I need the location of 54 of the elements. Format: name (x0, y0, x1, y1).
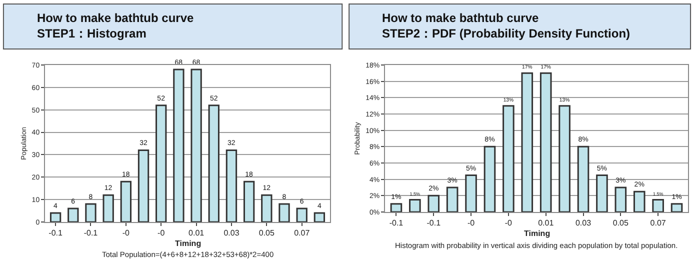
chart-subtitle: STEP1：Histogram (37, 26, 146, 41)
bar (670, 203, 683, 212)
x-tick-label: 0.01 (188, 228, 205, 238)
bar (540, 72, 552, 212)
bar (296, 208, 308, 222)
x-tick-label: -0 (504, 218, 513, 228)
bar (120, 180, 132, 222)
bar (138, 149, 150, 222)
bar (521, 72, 534, 212)
x-tick-label: 0.05 (258, 228, 275, 238)
x-tick-label: 0.03 (575, 218, 592, 228)
bar (102, 194, 114, 222)
x-tick-label: -0.1 (48, 228, 63, 238)
x-tick-label: 0.01 (538, 218, 554, 228)
x-axis-title: Timing (524, 229, 550, 238)
x-tick-label: -0 (467, 218, 476, 228)
bar (50, 212, 62, 222)
x-tick-label: -0.1 (426, 218, 442, 228)
bar (85, 203, 96, 222)
bar (465, 174, 477, 212)
bar (409, 199, 421, 212)
bar (502, 105, 514, 212)
bar (314, 212, 326, 222)
x-tick-label: 0.03 (224, 228, 240, 238)
x-tick-label: -0 (122, 228, 130, 238)
bar (446, 186, 458, 212)
bar (190, 68, 202, 222)
bar (633, 190, 646, 212)
chart-title: How to make bathtub curve (382, 11, 540, 25)
x-tick-label: 0.05 (612, 218, 629, 228)
x-tick-label: -0.1 (389, 218, 404, 228)
x-axis-title: Timing (175, 239, 202, 248)
chart-subtitle: STEP2：PDF (Probability Density Function) (382, 26, 630, 41)
bar (428, 194, 440, 212)
bar (173, 68, 184, 222)
bar (243, 180, 255, 222)
bar (278, 203, 290, 222)
bar (614, 186, 627, 212)
x-tick-label: 0.07 (650, 218, 666, 228)
bar (558, 105, 570, 212)
x-tick-label: 0.07 (294, 228, 310, 238)
bar (68, 208, 79, 222)
bar (390, 203, 402, 212)
bar (226, 149, 238, 222)
bar (577, 146, 590, 212)
bar (652, 199, 664, 212)
x-tick-label: -0 (158, 228, 166, 238)
x-tick-label: -0.1 (84, 228, 98, 238)
bar (261, 194, 272, 222)
bar (596, 174, 608, 212)
chart-title: How to make bathtub curve (37, 11, 194, 25)
bar (484, 146, 496, 212)
bar (208, 104, 220, 222)
bar (156, 104, 167, 222)
